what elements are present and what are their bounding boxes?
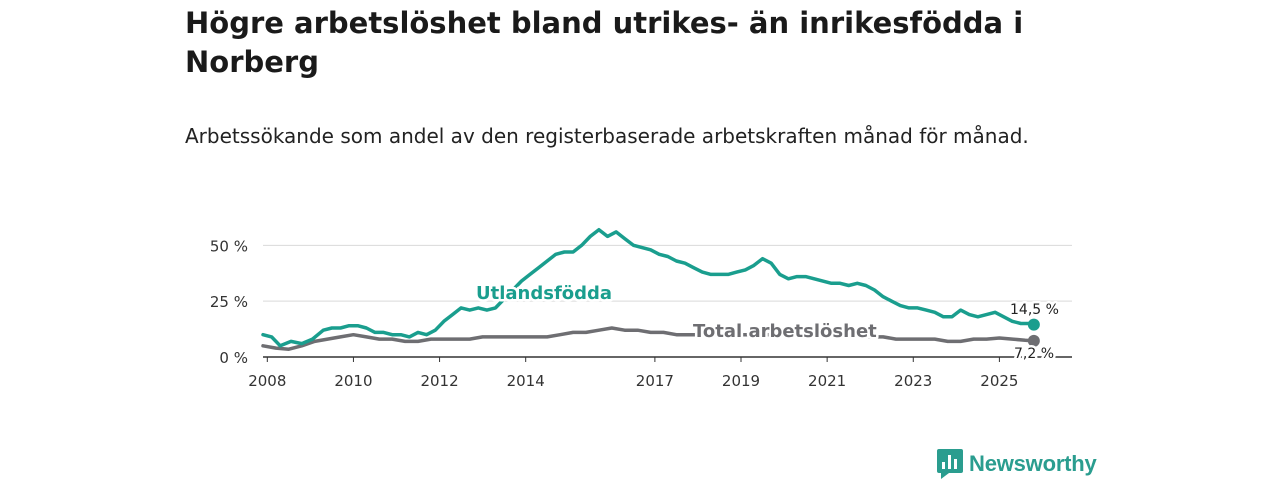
data-label-utlandsfodda-last: 14,5 % — [1010, 302, 1059, 318]
data-label-total-last: 7,2 % — [1014, 346, 1054, 362]
x-tick-label: 2025 — [980, 372, 1018, 390]
series-label-total: Total arbetslöshet — [693, 321, 877, 342]
brand-logo[interactable]: Newsworthy — [937, 449, 1097, 479]
series-line-utlandsfodda — [261, 227, 1036, 348]
brand-name: Newsworthy — [969, 451, 1097, 476]
x-axis-ticks: 2008 2010 2012 2014 2017 2019 2021 2023 2025 — [248, 357, 1018, 390]
chart-subtitle: Arbetssökande som andel av den registerb… — [185, 124, 1029, 148]
y-tick-label: 50 % — [210, 237, 248, 255]
x-tick-label: 2010 — [334, 372, 372, 390]
y-axis-ticks: 0 % 25 % 50 % — [210, 237, 248, 367]
x-tick-label: 2008 — [248, 372, 286, 390]
y-tick-label: 0 % — [219, 349, 248, 367]
data-labels: Utlandsfödda Total arbetslöshet 14,5 % 7,2 … — [474, 281, 1062, 365]
x-tick-label: 2021 — [808, 372, 846, 390]
x-tick-label: 2017 — [636, 372, 674, 390]
series-line-total — [261, 326, 1036, 351]
end-point-total — [1027, 334, 1040, 347]
chart-title: Högre arbetslöshet bland utrikes- än inr… — [185, 6, 1024, 79]
newsworthy-logo-icon — [937, 449, 963, 479]
grid-lines — [263, 244, 1072, 302]
end-point-utlandsfodda — [1027, 318, 1040, 331]
x-tick-label: 2023 — [894, 372, 932, 390]
y-tick-label: 25 % — [210, 293, 248, 311]
x-tick-label: 2012 — [420, 372, 458, 390]
x-tick-label: 2014 — [507, 372, 545, 390]
series-lines — [261, 227, 1040, 351]
series-label-utlandsfodda: Utlandsfödda — [476, 283, 612, 304]
x-tick-label: 2019 — [722, 372, 760, 390]
